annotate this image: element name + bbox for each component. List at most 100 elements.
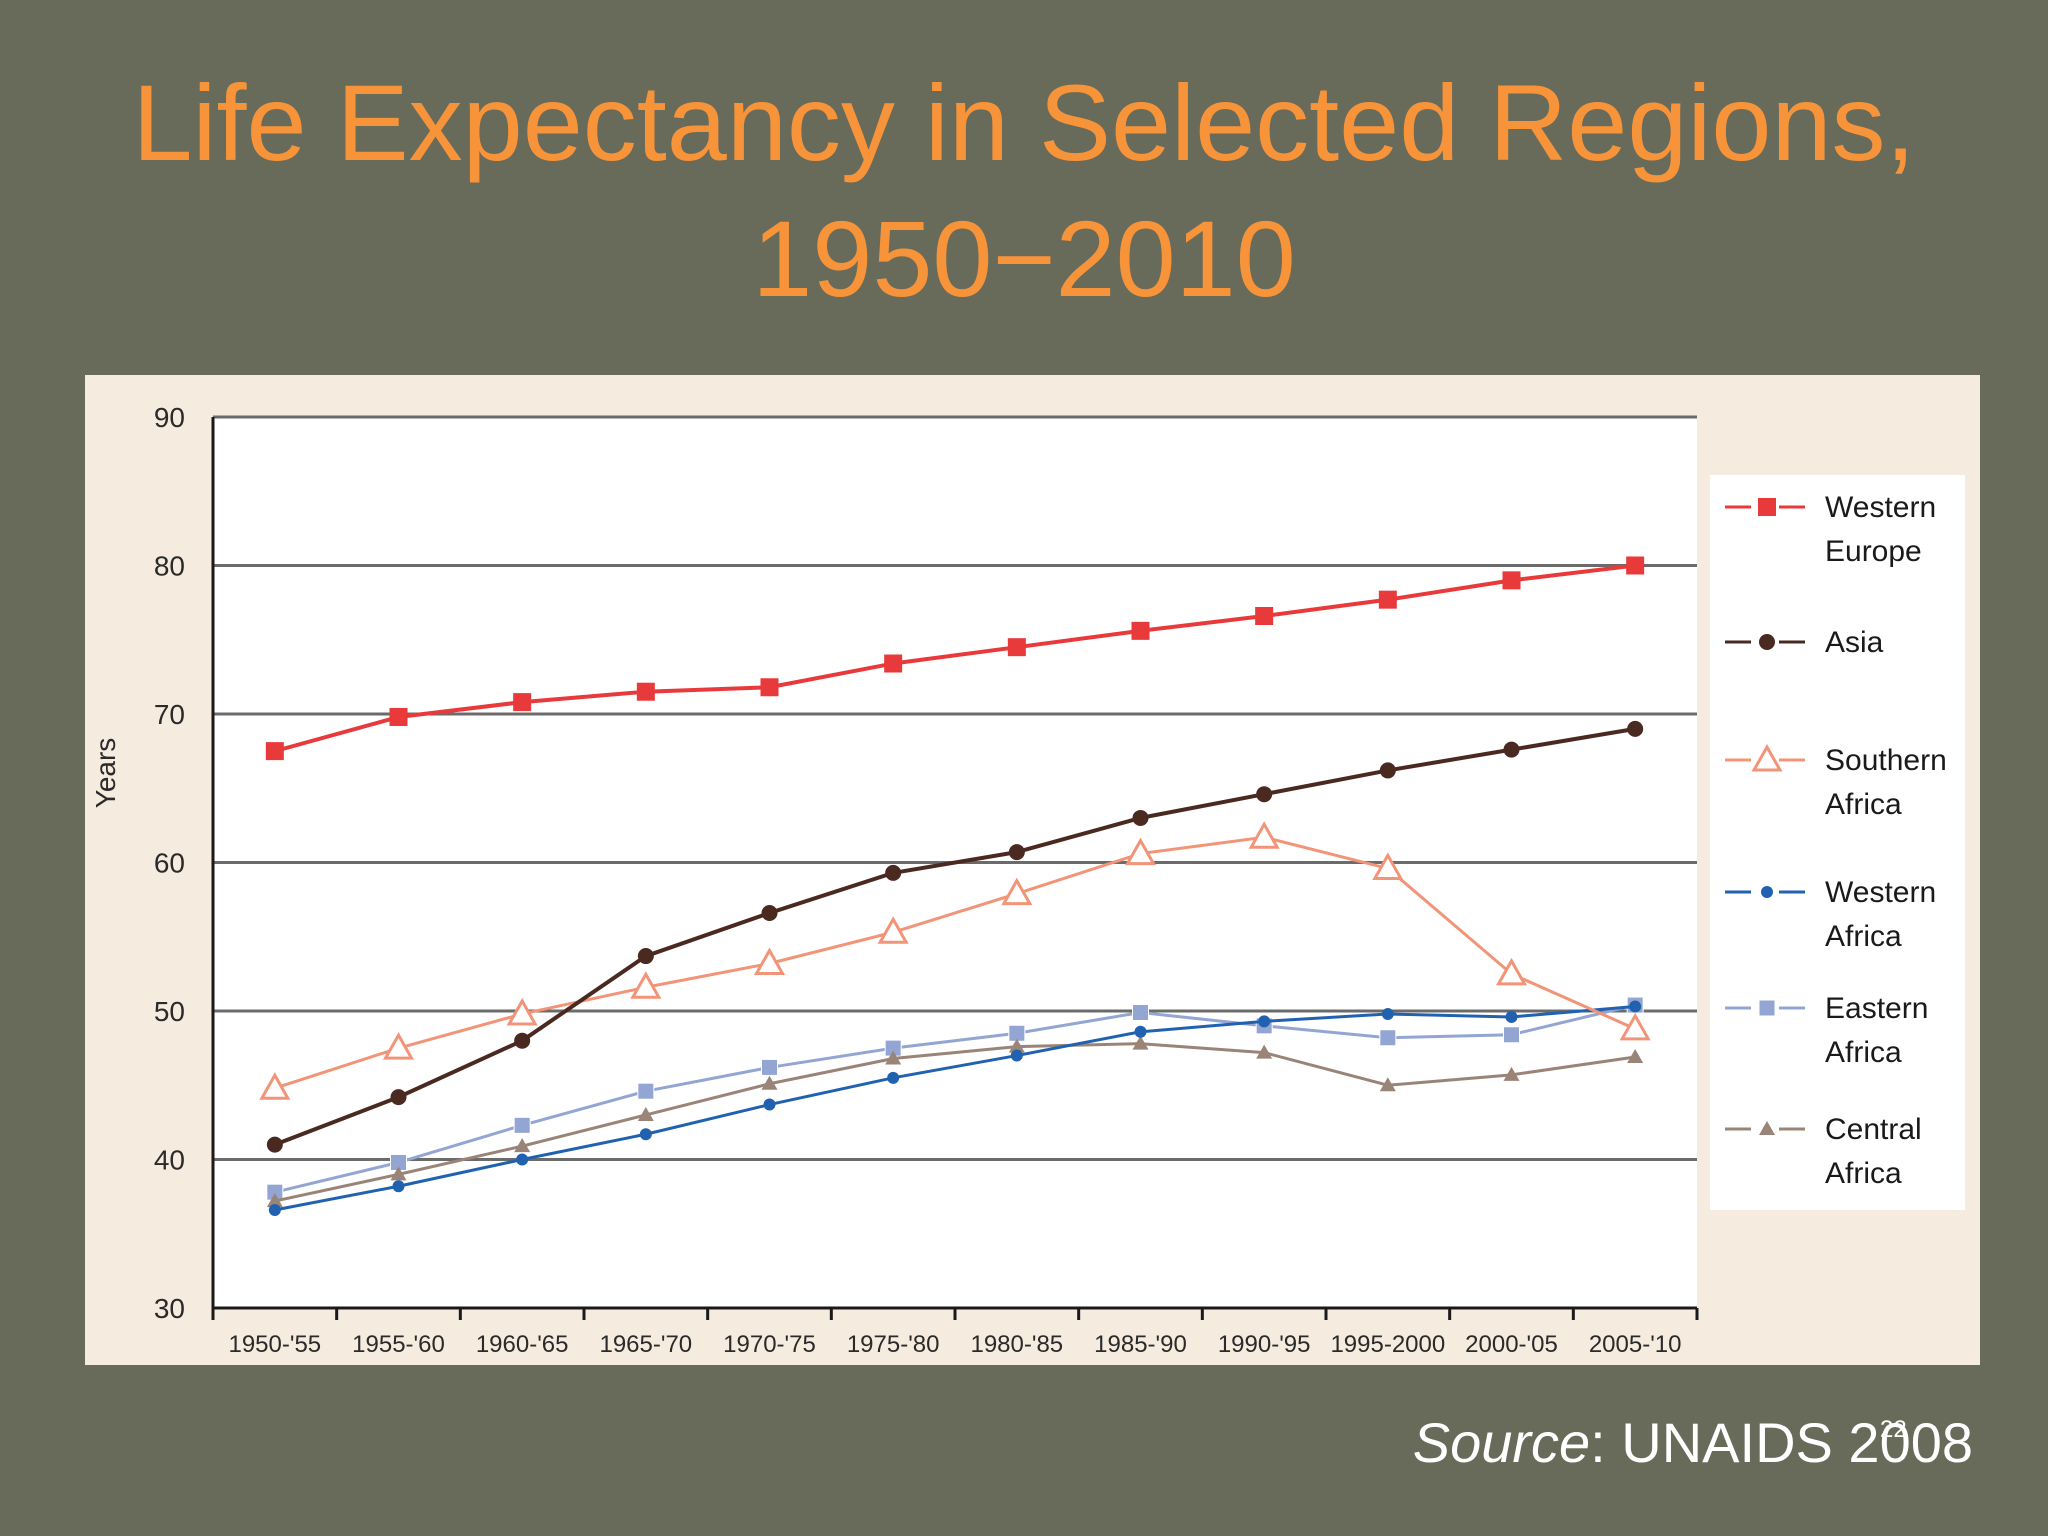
series-asia: [266, 720, 1644, 1153]
y-axis-label: Years: [90, 738, 121, 809]
legend-item-asia: Asia: [1725, 626, 1884, 659]
data-point-western-europe: [1378, 590, 1397, 609]
data-point-southern-africa: [1248, 821, 1280, 849]
data-point-asia: [1379, 762, 1396, 779]
legend-label: Africa: [1825, 788, 1902, 821]
series-eastern-africa: [266, 996, 1644, 1201]
data-point-western-europe: [1131, 621, 1150, 640]
data-point-central-africa: [514, 1138, 531, 1153]
data-point-western-africa: [1258, 1015, 1271, 1028]
data-point-western-europe: [265, 742, 284, 761]
data-point-western-africa: [1381, 1007, 1394, 1020]
data-point-southern-africa: [506, 997, 538, 1026]
legend-label: Southern: [1825, 744, 1947, 777]
series-central-africa: [266, 1035, 1644, 1208]
series-line-western-africa: [274, 1005, 1636, 1212]
data-point-central-africa: [266, 1193, 283, 1208]
series-southern-africa: [259, 821, 1651, 1100]
legend-swatch-marker: [1759, 1121, 1775, 1135]
data-point-southern-africa: [1372, 852, 1404, 880]
legend-swatch-marker: [1751, 743, 1783, 772]
x-tick-label: 1955-'60: [352, 1331, 445, 1358]
series-line-central-africa: [274, 1042, 1636, 1203]
data-point-western-africa: [516, 1153, 529, 1166]
series-western-africa: [268, 1000, 1642, 1216]
data-point-western-europe: [1626, 556, 1645, 575]
data-point-eastern-africa: [761, 1058, 778, 1076]
data-point-eastern-africa: [1503, 1026, 1520, 1044]
data-point-asia: [1503, 741, 1520, 758]
data-point-western-africa: [392, 1180, 405, 1193]
legend-label: Western: [1825, 491, 1936, 524]
legend-label: Africa: [1825, 920, 1902, 953]
slide-title: Life Expectancy in Selected Regions, 195…: [0, 55, 2048, 327]
legend-swatch-marker: [1758, 498, 1776, 516]
data-point-asia: [1627, 720, 1644, 737]
data-point-western-africa: [763, 1098, 776, 1111]
data-point-southern-africa: [1495, 957, 1528, 986]
legend-item-eastern-africa: Eastern Africa: [1725, 992, 1928, 1069]
y-tick-label: 90: [154, 402, 185, 433]
data-point-central-africa: [761, 1075, 778, 1090]
data-point-eastern-africa: [513, 1116, 531, 1134]
y-tick-label: 40: [154, 1145, 185, 1176]
x-tick-label: 1980-'85: [970, 1331, 1063, 1358]
data-point-central-africa: [1627, 1049, 1644, 1064]
x-tick-label: 1985-'90: [1094, 1331, 1187, 1358]
legend-label: Africa: [1825, 1036, 1902, 1069]
life-expectancy-chart: Years 30 40 50 60 70 80 90 1950-'55 1955-'60 1960…: [90, 402, 1965, 1358]
legend-box: [1710, 475, 1965, 1210]
data-point-asia: [1256, 786, 1273, 803]
data-point-western-europe: [1255, 606, 1274, 625]
y-tick-label: 60: [154, 848, 185, 879]
data-point-central-africa: [1379, 1077, 1396, 1092]
slide-title-line-1: Life Expectancy in Selected Regions,: [132, 62, 1916, 183]
x-tick-label: 1990-'95: [1218, 1331, 1311, 1358]
data-point-western-europe: [513, 693, 532, 712]
data-point-central-africa: [390, 1166, 407, 1181]
legend-label: Central: [1825, 1113, 1922, 1146]
axes: 30 40 50 60 70 80 90 1950-'55 1955-'60 1960-'65 19…: [154, 402, 1699, 1358]
x-tick-label: 2005-'10: [1589, 1331, 1682, 1358]
legend-item-central-africa: Central Africa: [1725, 1113, 1922, 1190]
data-point-western-africa: [268, 1203, 281, 1216]
y-tick-label: 30: [154, 1293, 185, 1324]
data-point-asia: [1132, 809, 1149, 826]
data-point-eastern-africa: [1132, 1003, 1149, 1021]
slide-number: 22: [1880, 1416, 1907, 1443]
legend: Western Europe Asia Southern Africa Western Af…: [1710, 475, 1965, 1210]
legend-label: Africa: [1825, 1157, 1902, 1190]
data-point-asia: [514, 1032, 531, 1049]
data-point-southern-africa: [259, 1072, 291, 1100]
x-tick-label: 1965-'70: [599, 1331, 692, 1358]
data-point-southern-africa: [1124, 837, 1157, 866]
legend-swatch-marker: [1758, 999, 1776, 1017]
data-point-western-africa: [1134, 1025, 1147, 1038]
data-point-central-africa: [1503, 1066, 1520, 1081]
data-point-central-africa: [885, 1050, 902, 1065]
data-point-asia: [390, 1089, 407, 1106]
data-point-southern-africa: [1619, 1012, 1651, 1041]
x-tick-label: 1970-'75: [723, 1331, 816, 1358]
y-tick-label: 80: [154, 551, 185, 582]
source-citation: Source: UNAIDS 2008: [1413, 1410, 1973, 1475]
data-point-central-africa: [1008, 1038, 1025, 1053]
legend-label: Asia: [1825, 626, 1884, 659]
legend-item-western-europe: Western Europe: [1725, 491, 1936, 568]
data-point-asia: [637, 948, 654, 965]
data-point-eastern-africa: [1379, 1029, 1397, 1047]
data-point-asia: [885, 864, 902, 881]
x-tick-label: 1960-'65: [476, 1331, 569, 1358]
data-point-western-europe: [1502, 571, 1521, 590]
data-point-asia: [266, 1136, 283, 1153]
data-point-western-europe: [884, 654, 903, 673]
data-point-asia: [761, 904, 778, 921]
x-tick-label: 2000-'05: [1465, 1331, 1558, 1358]
legend-label: Western: [1825, 876, 1936, 909]
y-tick-label: 70: [154, 699, 185, 730]
data-point-western-europe: [636, 682, 655, 701]
slide-title-line-2: 1950−2010: [752, 198, 1296, 319]
data-point-central-africa: [1256, 1044, 1273, 1059]
series-line-western-europe: [274, 563, 1636, 754]
data-point-asia: [1008, 844, 1025, 861]
